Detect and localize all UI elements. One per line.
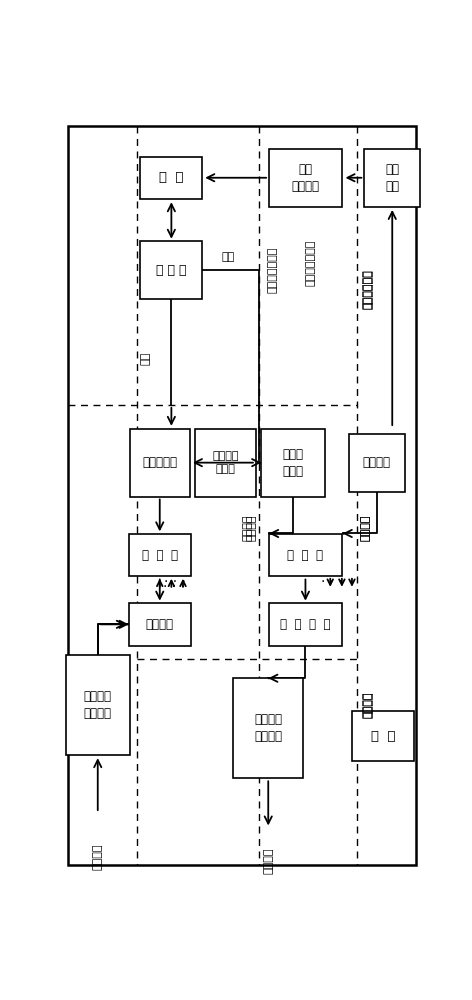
Text: 发射设备: 发射设备 — [242, 515, 253, 541]
FancyBboxPatch shape — [129, 429, 190, 497]
Text: 基带处理
及调制器: 基带处理 及调制器 — [84, 690, 112, 720]
FancyBboxPatch shape — [261, 429, 325, 497]
Text: 跟踪伺候设备: 跟踪伺候设备 — [362, 270, 372, 309]
Text: 接收设备: 接收设备 — [360, 515, 370, 541]
FancyBboxPatch shape — [140, 157, 202, 199]
Text: 跟踪伺候设备: 跟踪伺候设备 — [364, 270, 374, 309]
FancyBboxPatch shape — [352, 711, 414, 761]
FancyBboxPatch shape — [269, 534, 342, 576]
FancyBboxPatch shape — [269, 149, 342, 207]
FancyBboxPatch shape — [269, 603, 342, 646]
Text: 馈线: 馈线 — [141, 352, 151, 365]
Text: 天线、馈线设备: 天线、馈线设备 — [306, 239, 316, 286]
FancyBboxPatch shape — [349, 434, 405, 492]
FancyBboxPatch shape — [68, 126, 415, 865]
Text: 分  路  器: 分 路 器 — [287, 549, 323, 562]
Text: 天线、馈线设备: 天线、馈线设备 — [267, 247, 277, 293]
Text: 馈线: 馈线 — [221, 252, 235, 262]
Text: 上变频器: 上变频器 — [146, 618, 174, 631]
Text: 解调器及
基带处理: 解调器及 基带处理 — [254, 713, 282, 743]
FancyBboxPatch shape — [233, 678, 303, 778]
Text: 基带信号: 基带信号 — [93, 844, 103, 870]
Text: 功率放大器: 功率放大器 — [142, 456, 177, 469]
FancyBboxPatch shape — [129, 534, 191, 576]
Text: 低噪声
放大器: 低噪声 放大器 — [283, 448, 303, 478]
Text: · · ·: · · · — [164, 575, 186, 589]
FancyBboxPatch shape — [364, 149, 420, 207]
Text: · · ·: · · · — [321, 575, 343, 589]
Text: 基带信号: 基带信号 — [263, 848, 273, 874]
Text: 信道终端: 信道终端 — [362, 692, 372, 718]
Text: 下变频器: 下变频器 — [363, 456, 391, 469]
Text: 天  线: 天 线 — [159, 171, 184, 184]
FancyBboxPatch shape — [140, 241, 202, 299]
Text: 发射设备: 发射设备 — [246, 515, 256, 541]
Text: 功控命令
接收器: 功控命令 接收器 — [212, 451, 239, 474]
Text: 天线
驱动装置: 天线 驱动装置 — [291, 163, 320, 193]
FancyBboxPatch shape — [66, 655, 129, 755]
Text: 双 工 器: 双 工 器 — [156, 264, 186, 277]
FancyBboxPatch shape — [195, 429, 256, 497]
Text: 跟踪
设备: 跟踪 设备 — [385, 163, 399, 193]
Text: 电  源: 电 源 — [371, 730, 395, 742]
Text: 接收设备: 接收设备 — [360, 515, 370, 541]
Text: 合  路  器: 合 路 器 — [142, 549, 178, 562]
Text: 信道终端: 信道终端 — [364, 692, 374, 718]
Text: · · ·: · · · — [163, 580, 185, 594]
FancyBboxPatch shape — [129, 603, 191, 646]
Text: 下  变  频  器: 下 变 频 器 — [280, 618, 331, 631]
